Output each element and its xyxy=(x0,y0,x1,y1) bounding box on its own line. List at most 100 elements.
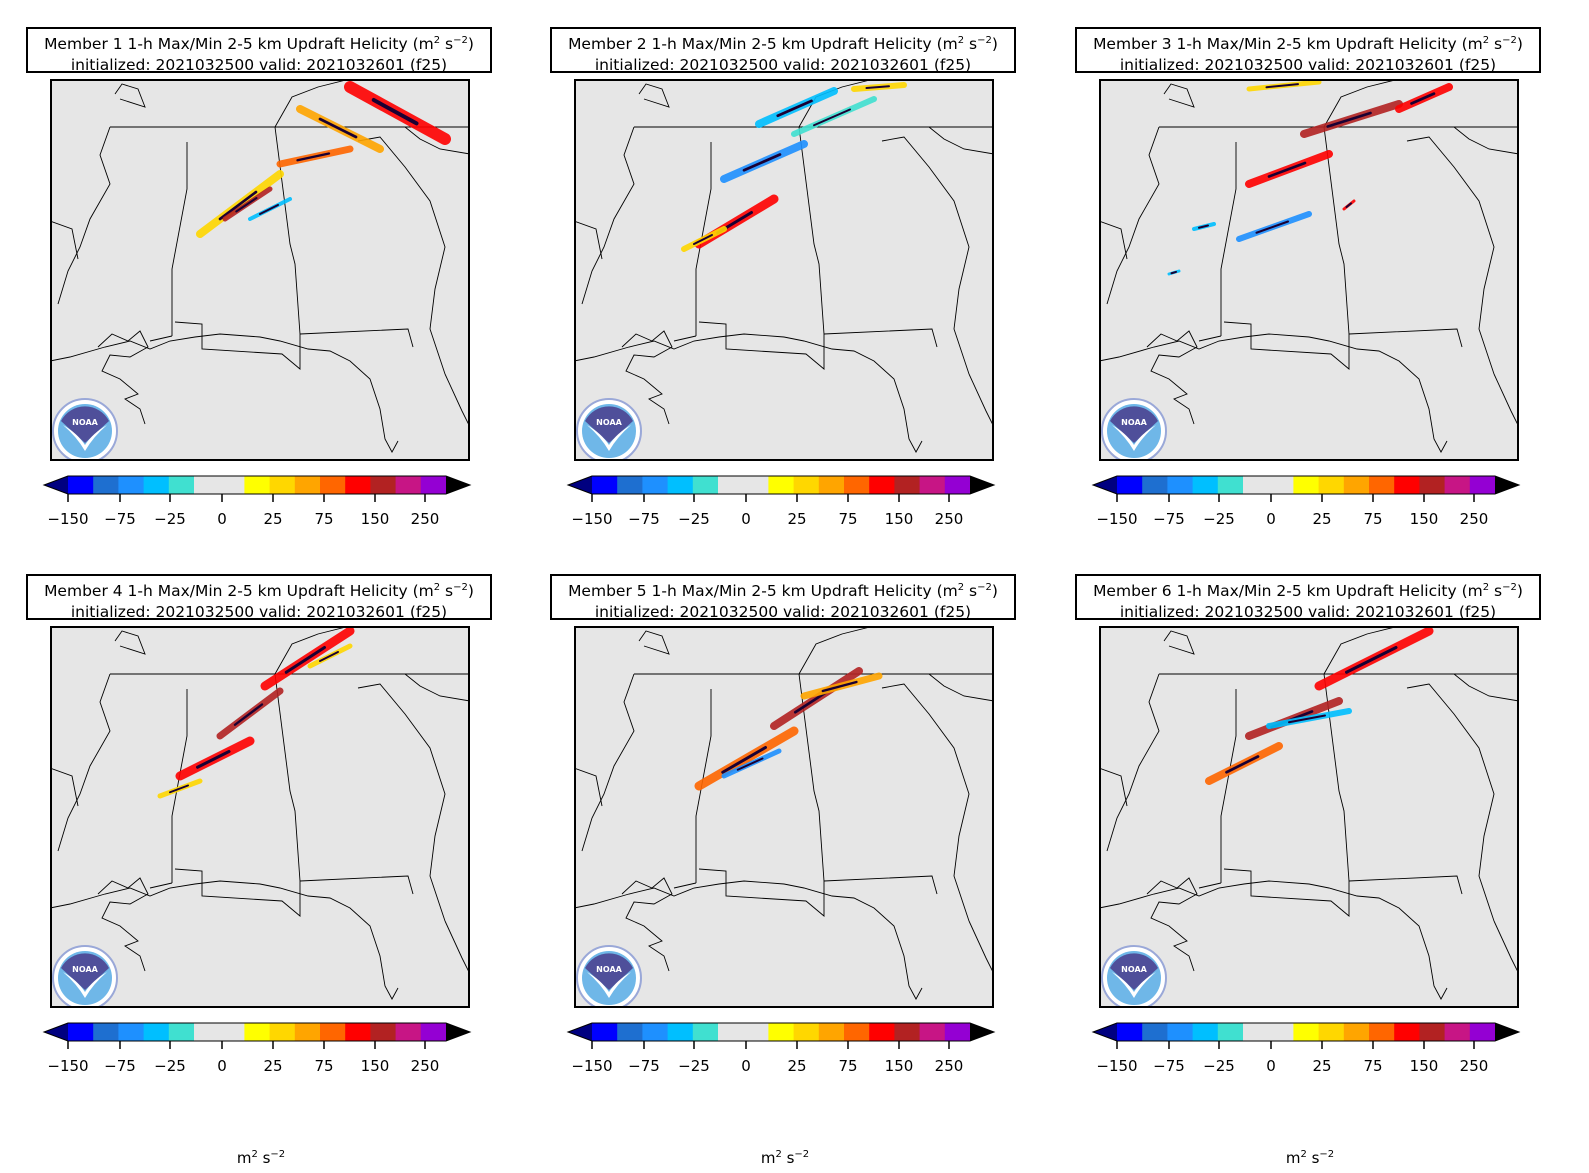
noaa-logo: NOAA xyxy=(52,398,118,461)
state-border-11 xyxy=(444,373,470,428)
colorbar-segment-9 xyxy=(294,1023,321,1041)
colorbar-tick-label-3: 0 xyxy=(1266,1057,1276,1075)
colorbar-segment-7 xyxy=(768,476,795,494)
helicity-swath-core-5 xyxy=(693,234,713,245)
helicity-swath-core-0 xyxy=(1345,646,1398,674)
helicity-swath-core-6 xyxy=(1170,270,1177,275)
colorbar-segment-10 xyxy=(320,476,346,494)
panel-member-5: Member 5 1-h Max/Min 2-5 km Updraft Heli… xyxy=(550,574,1050,1167)
panel-title: Member 5 1-h Max/Min 2-5 km Updraft Heli… xyxy=(550,574,1016,621)
state-border-10 xyxy=(928,126,994,155)
unit-part-3: −2 xyxy=(1319,1149,1335,1160)
coastline-0 xyxy=(574,880,923,1000)
colorbar-segment-5 xyxy=(194,476,220,494)
colorbar-segment-8 xyxy=(1318,1023,1345,1041)
coastline-1 xyxy=(621,877,673,972)
colorbar-tick-label-3: 0 xyxy=(741,510,751,528)
colorbar-segment-3 xyxy=(667,1023,694,1041)
title-text: Member 5 1-h Max/Min 2-5 km Updraft Heli… xyxy=(568,582,958,601)
helicity-swath-core-0 xyxy=(284,646,326,674)
colorbar: −150 −75 −25 0 25 75 150 250 xyxy=(1091,1022,1521,1075)
map-frame xyxy=(574,626,994,1008)
colorbar-tick-label-4: 25 xyxy=(1312,510,1331,528)
colorbar-tick-label-3: 0 xyxy=(741,1057,751,1075)
colorbar-tick-label-6: 150 xyxy=(1410,510,1439,528)
colorbar-segment-14 xyxy=(944,1023,971,1041)
colorbar-segment-8 xyxy=(793,1023,820,1041)
colorbar-segment-13 xyxy=(395,476,422,494)
helicity-swath-core-3 xyxy=(742,153,782,172)
title-text: Member 1 1-h Max/Min 2-5 km Updraft Heli… xyxy=(44,35,434,54)
colorbar-tick-label-5: 75 xyxy=(838,1057,857,1075)
title-unit-exponent-2: −2 xyxy=(977,582,992,593)
panel-member-1: Member 1 1-h Max/Min 2-5 km Updraft Heli… xyxy=(26,27,526,587)
colorbar-under-extension xyxy=(44,1023,68,1041)
colorbar-over-extension xyxy=(970,476,994,494)
noaa-logo-text: NOAA xyxy=(596,418,622,427)
panel-title-line1: Member 4 1-h Max/Min 2-5 km Updraft Heli… xyxy=(28,577,490,602)
map-panel: NOAA xyxy=(574,626,994,1008)
helicity-swath-core-0 xyxy=(721,746,767,774)
colorbar-tick-label-7: 250 xyxy=(1460,510,1489,528)
colorbar-segment-11 xyxy=(345,476,371,494)
helicity-swath-core-2 xyxy=(196,750,231,769)
colorbar-tick-label-3: 0 xyxy=(1266,510,1276,528)
colorbar-tick-label-7: 250 xyxy=(411,1057,440,1075)
colorbar-tick-label-5: 75 xyxy=(1363,510,1382,528)
title-close-paren: ) xyxy=(1516,582,1523,601)
colorbar-tick-label-0: −150 xyxy=(571,510,612,528)
colorbar-segment-12 xyxy=(370,476,397,494)
helicity-swath-core-0 xyxy=(865,85,890,89)
state-border-8 xyxy=(1323,79,1400,128)
colorbar-tick-label-3: 0 xyxy=(217,510,227,528)
noaa-logo-text: NOAA xyxy=(72,965,98,974)
state-border-5 xyxy=(57,126,111,305)
state-border-9 xyxy=(1406,683,1495,922)
colorbar-segment-5 xyxy=(718,1023,744,1041)
colorbar-segment-8 xyxy=(269,1023,296,1041)
colorbar-tick-label-4: 25 xyxy=(263,1057,282,1075)
coastline-1 xyxy=(97,877,149,972)
noaa-logo-text: NOAA xyxy=(72,418,98,427)
helicity-swath-core-3 xyxy=(1267,161,1307,178)
colorbar-tick-label-3: 0 xyxy=(217,1057,227,1075)
helicity-swath-core-1 xyxy=(233,703,264,726)
state-border-10 xyxy=(404,126,470,155)
state-border-10 xyxy=(928,673,994,702)
noaa-logo-text: NOAA xyxy=(1121,418,1147,427)
title-close-paren: ) xyxy=(991,35,998,54)
colorbar-outline xyxy=(42,1022,472,1042)
colorbar: −150 −75 −25 0 25 75 150 250 xyxy=(566,475,996,528)
map-panel: NOAA xyxy=(50,626,470,1008)
map-background xyxy=(1099,626,1519,1008)
title-unit-s: s xyxy=(964,582,978,601)
colorbar-segment-5 xyxy=(1243,1023,1269,1041)
colorbar-tick-label-6: 150 xyxy=(1410,1057,1439,1075)
panel-member-6: Member 6 1-h Max/Min 2-5 km Updraft Heli… xyxy=(1075,574,1575,1167)
state-border-8 xyxy=(1323,626,1400,675)
state-border-7 xyxy=(638,83,670,108)
coastline-1 xyxy=(97,330,149,425)
state-border-2 xyxy=(673,335,697,342)
noaa-logo: NOAA xyxy=(52,945,118,1008)
colorbar-segment-13 xyxy=(919,476,946,494)
title-unit-exponent-2: −2 xyxy=(453,582,468,593)
unit-part-0: m xyxy=(1285,1149,1301,1167)
panel-title: Member 4 1-h Max/Min 2-5 km Updraft Heli… xyxy=(26,574,492,621)
colorbar-segment-14 xyxy=(420,476,447,494)
colorbar-segment-0 xyxy=(1117,1023,1143,1041)
helicity-swath-core-3 xyxy=(1288,714,1326,724)
colorbar-segment-1 xyxy=(1142,1023,1168,1041)
title-text: Member 4 1-h Max/Min 2-5 km Updraft Heli… xyxy=(44,582,434,601)
noaa-logo: NOAA xyxy=(576,398,642,461)
colorbar: −150 −75 −25 0 25 75 150 250 xyxy=(42,1022,472,1075)
state-border-1 xyxy=(1220,142,1237,336)
state-border-4 xyxy=(299,875,414,895)
helicity-swath-core-2 xyxy=(1410,92,1436,105)
colorbar-segment-12 xyxy=(894,1023,921,1041)
state-border-6 xyxy=(574,767,603,807)
colorbar-segment-4 xyxy=(692,1023,719,1041)
colorbar-tick-label-7: 250 xyxy=(935,1057,964,1075)
colorbar-segment-8 xyxy=(1318,476,1345,494)
map-frame xyxy=(574,79,994,461)
